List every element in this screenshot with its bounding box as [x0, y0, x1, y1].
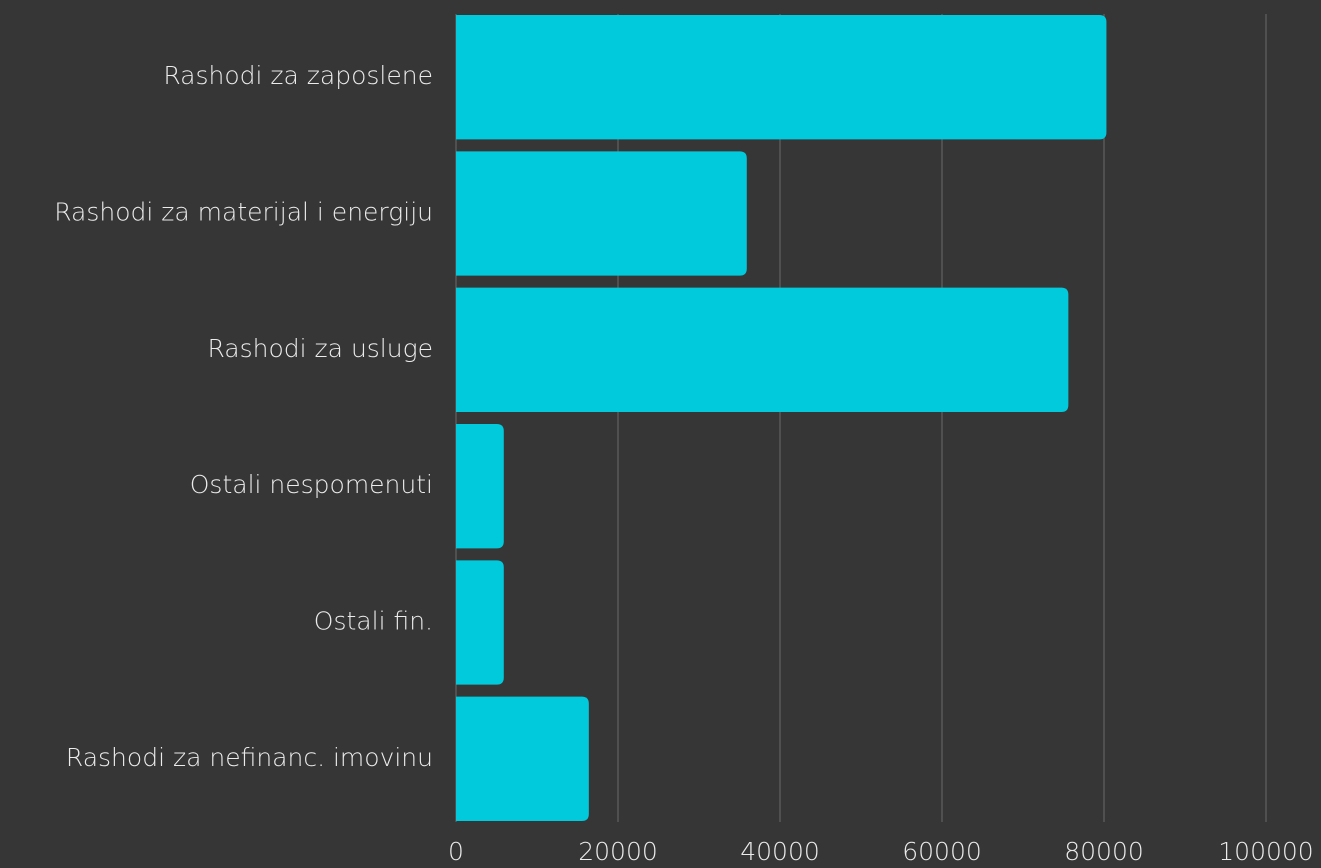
y-tick-label: Ostali nespomenuti: [190, 470, 433, 499]
x-tick-label: 80000: [1064, 837, 1144, 866]
x-tick-label: 0: [448, 837, 464, 866]
bar: [456, 15, 1107, 140]
y-tick-label: Rashodi za usluge: [207, 334, 433, 363]
bar: [456, 151, 747, 276]
bar: [456, 560, 504, 685]
y-tick-label: Rashodi za zaposlene: [163, 61, 433, 90]
x-tick-label: 40000: [740, 837, 820, 866]
x-tick-label: 100000: [1218, 837, 1313, 866]
x-tick-label: 60000: [902, 837, 982, 866]
y-tick-label: Rashodi za nefinanc. imovinu: [66, 743, 433, 772]
y-tick-label: Rashodi za materijal i energiju: [54, 198, 433, 227]
x-tick-label: 20000: [578, 837, 658, 866]
bar: [456, 424, 504, 549]
y-tick-label: Ostali fin.: [314, 607, 433, 636]
bar: [456, 287, 1069, 412]
bar: [456, 696, 589, 821]
